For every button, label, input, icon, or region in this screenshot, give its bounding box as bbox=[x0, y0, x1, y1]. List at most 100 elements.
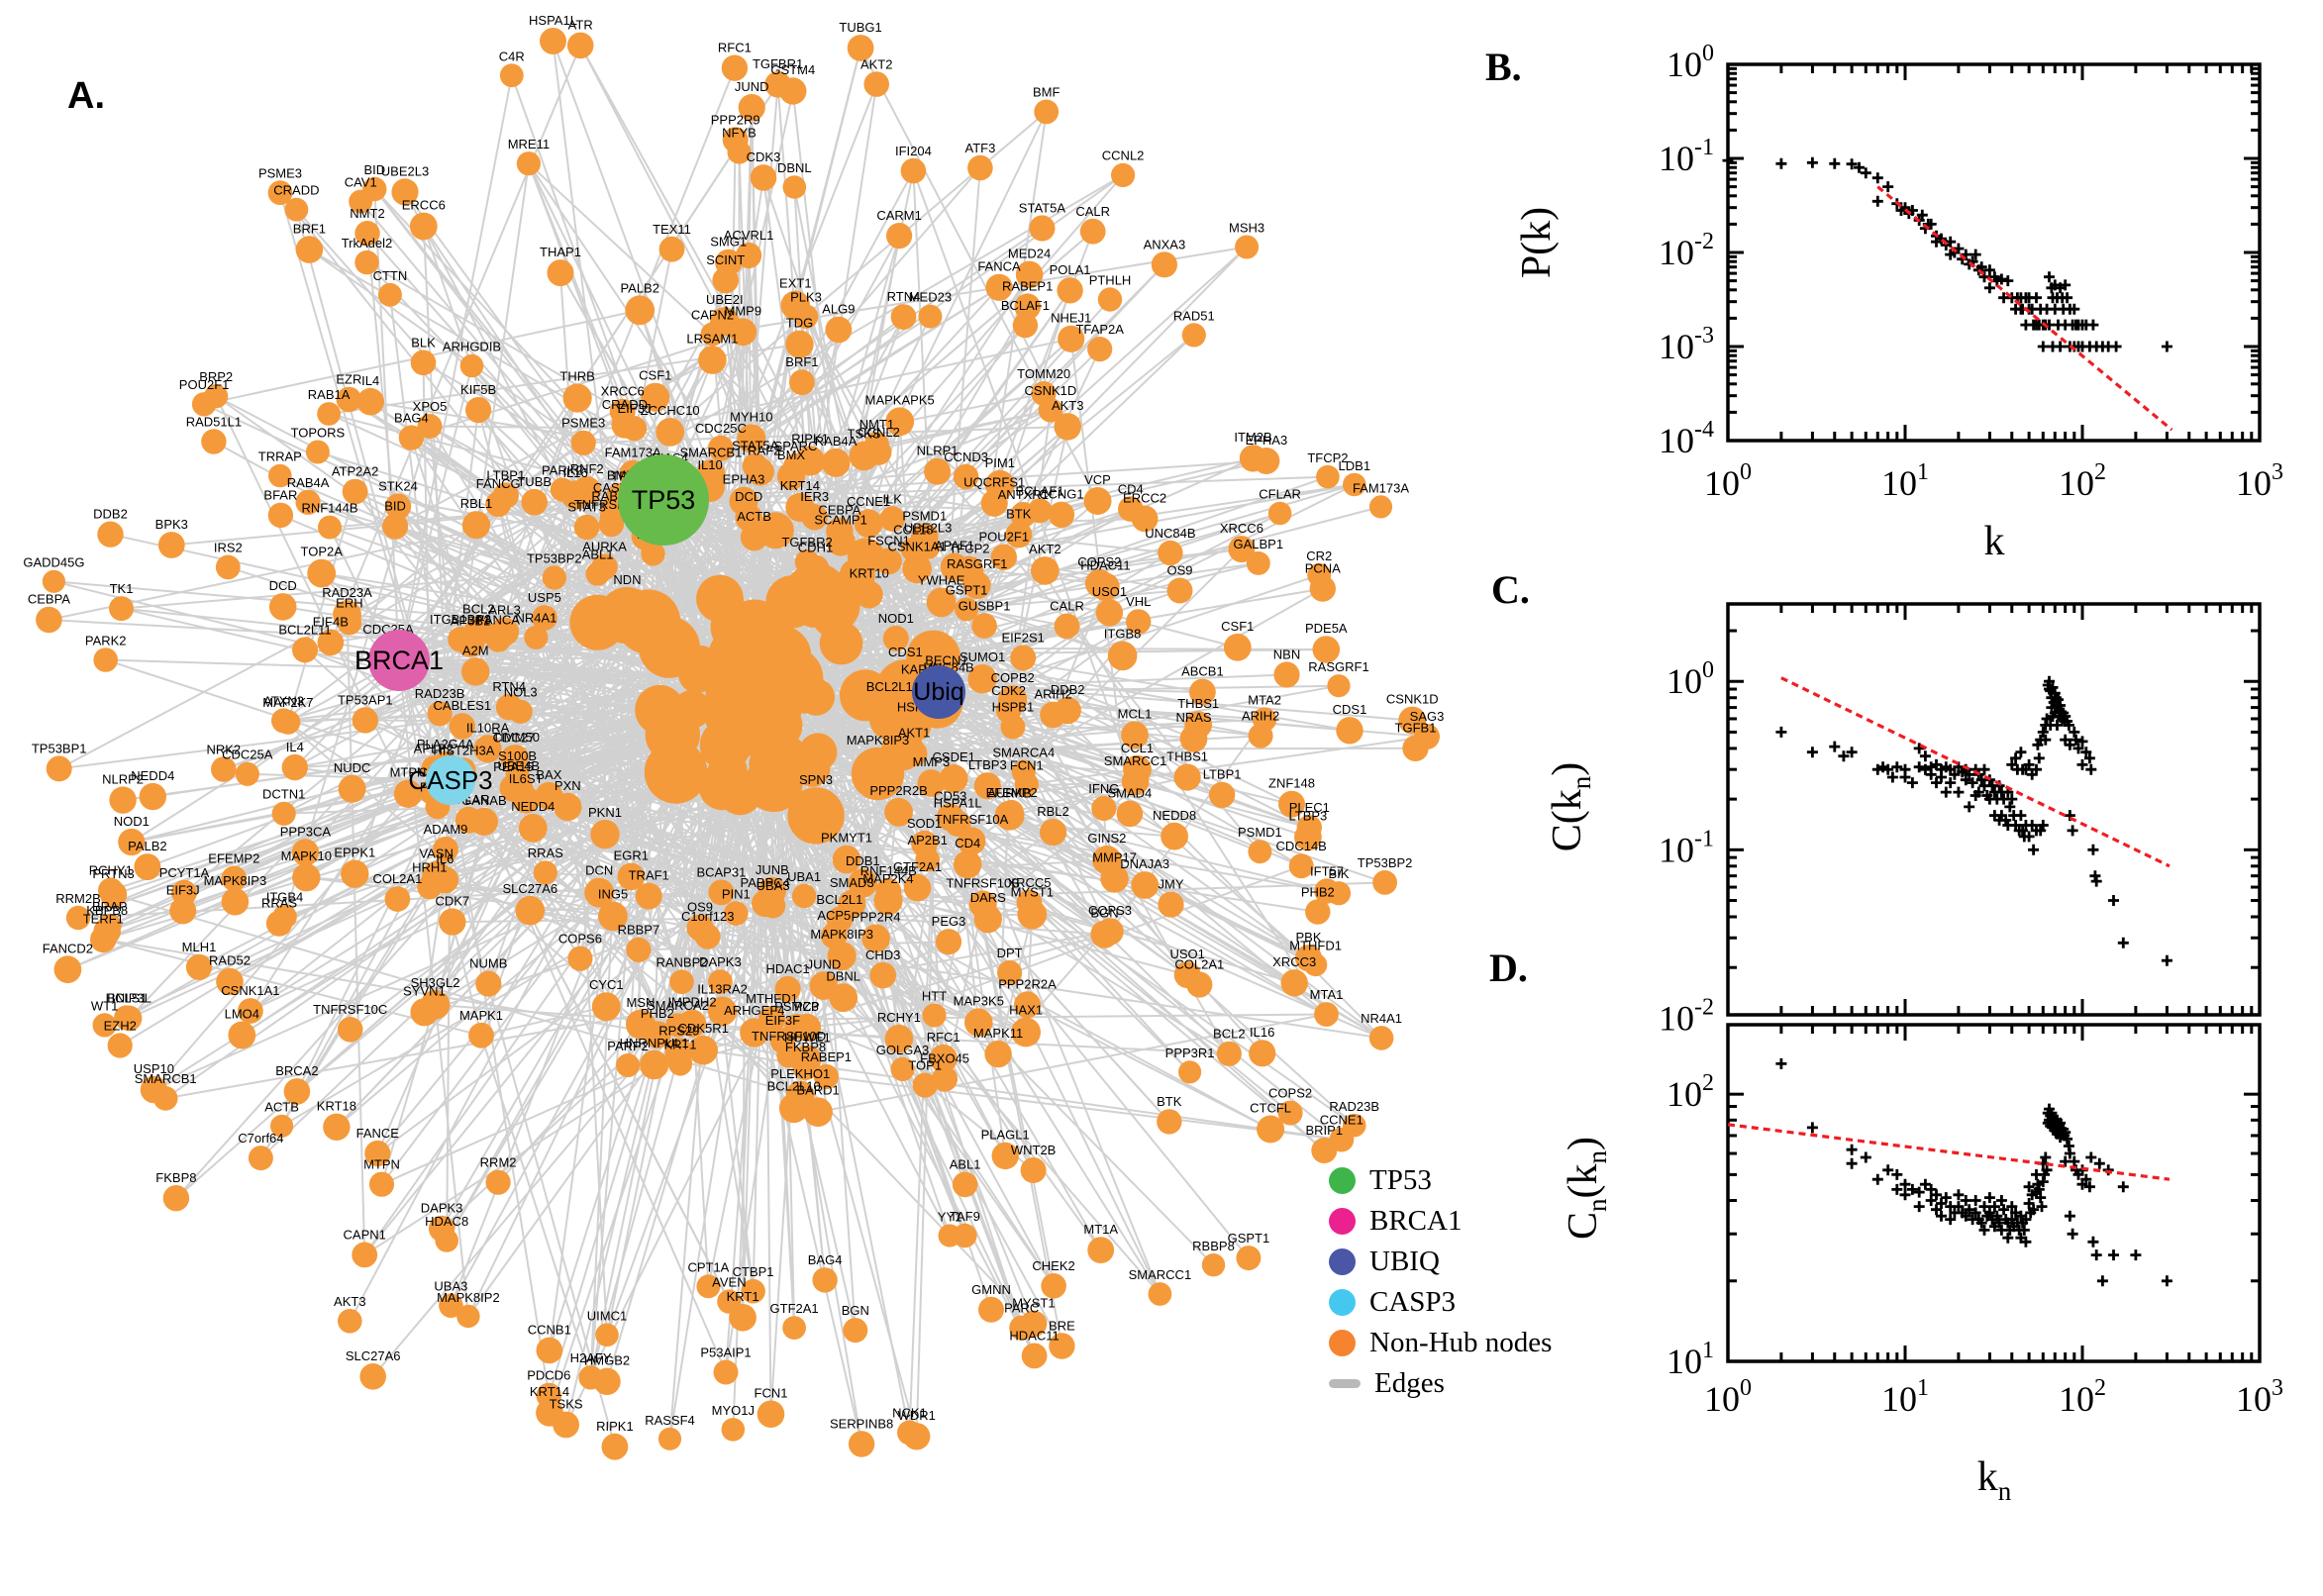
svg-text:PARK2: PARK2 bbox=[85, 633, 127, 648]
svg-text:TK1: TK1 bbox=[110, 581, 134, 596]
svg-text:TOPORS: TOPORS bbox=[291, 426, 346, 441]
svg-text:FANCE: FANCE bbox=[356, 1126, 400, 1141]
svg-text:ARL3: ARL3 bbox=[488, 602, 521, 617]
svg-text:PKMYT1: PKMYT1 bbox=[821, 831, 872, 846]
svg-text:HSPA1L: HSPA1L bbox=[529, 13, 577, 28]
svg-text:TNFRSF10D: TNFRSF10D bbox=[752, 1029, 826, 1044]
svg-text:HDAC1: HDAC1 bbox=[766, 961, 810, 976]
svg-text:MSH3: MSH3 bbox=[1229, 221, 1264, 236]
legend-item-casp3: CASP3 bbox=[1329, 1286, 1552, 1318]
svg-text:CTBP1: CTBP1 bbox=[733, 1264, 774, 1279]
axis-ticks bbox=[1726, 604, 2262, 1015]
svg-text:MTA2: MTA2 bbox=[1248, 692, 1281, 707]
svg-text:PRTN3: PRTN3 bbox=[92, 866, 134, 881]
svg-text:SAG3: SAG3 bbox=[1410, 709, 1445, 724]
svg-text:100: 100 bbox=[1666, 657, 1714, 701]
svg-text:PLA2G4A: PLA2G4A bbox=[417, 737, 474, 751]
svg-text:DCD: DCD bbox=[735, 489, 762, 504]
svg-text:THRB: THRB bbox=[559, 368, 594, 383]
svg-text:101: 101 bbox=[1881, 1375, 1929, 1419]
svg-text:TNFRSF10C: TNFRSF10C bbox=[313, 1002, 387, 1017]
svg-text:CTTN: CTTN bbox=[373, 268, 408, 283]
svg-text:ARHGDIB: ARHGDIB bbox=[443, 340, 501, 354]
svg-text:BCAP31: BCAP31 bbox=[696, 865, 746, 880]
svg-text:ATF3: ATF3 bbox=[964, 141, 995, 155]
svg-text:NDN: NDN bbox=[613, 572, 641, 587]
svg-text:SMARCA2: SMARCA2 bbox=[647, 998, 709, 1013]
svg-text:DDB2: DDB2 bbox=[93, 507, 128, 522]
svg-text:PPP3CA: PPP3CA bbox=[280, 824, 332, 839]
svg-text:EFEMP2: EFEMP2 bbox=[986, 785, 1038, 800]
svg-text:EZH2: EZH2 bbox=[104, 1018, 137, 1033]
svg-text:ZCCHC10: ZCCHC10 bbox=[641, 403, 700, 418]
svg-text:UIMC1: UIMC1 bbox=[587, 1309, 627, 1324]
svg-text:TDG: TDG bbox=[786, 316, 813, 331]
svg-text:RAD23A: RAD23A bbox=[322, 585, 372, 600]
svg-text:CRADD: CRADD bbox=[602, 397, 648, 412]
scatter-points bbox=[1775, 1057, 2172, 1287]
svg-text:CDS1: CDS1 bbox=[1333, 702, 1367, 717]
svg-text:10-4: 10-4 bbox=[1659, 417, 1714, 460]
svg-text:ARIH2: ARIH2 bbox=[1242, 709, 1279, 724]
svg-text:IL10RA: IL10RA bbox=[466, 720, 510, 735]
svg-text:CDC25A: CDC25A bbox=[222, 748, 273, 762]
svg-text:RAD51L1: RAD51L1 bbox=[186, 414, 242, 429]
svg-text:SLC27A6: SLC27A6 bbox=[502, 881, 557, 896]
svg-text:NBN: NBN bbox=[1273, 647, 1300, 661]
svg-text:NRK2: NRK2 bbox=[206, 742, 241, 756]
svg-text:ABL1: ABL1 bbox=[582, 548, 614, 562]
svg-text:SH3GL2: SH3GL2 bbox=[411, 975, 460, 990]
svg-text:PPP2R2B: PPP2R2B bbox=[869, 783, 928, 798]
svg-text:PEG3: PEG3 bbox=[932, 914, 966, 929]
svg-text:GALBP1: GALBP1 bbox=[1234, 537, 1284, 551]
svg-text:MRE11: MRE11 bbox=[508, 137, 550, 151]
svg-text:100: 100 bbox=[1704, 459, 1752, 503]
svg-text:KRT18: KRT18 bbox=[317, 1099, 356, 1114]
svg-text:PABPC4: PABPC4 bbox=[741, 875, 790, 890]
svg-text:UQCRFS1: UQCRFS1 bbox=[963, 475, 1025, 490]
svg-text:103: 103 bbox=[2236, 459, 2283, 503]
svg-text:DARS: DARS bbox=[970, 890, 1006, 905]
svg-text:BCL2: BCL2 bbox=[462, 602, 495, 617]
legend-edge-icon bbox=[1329, 1378, 1361, 1388]
x-axis-label: kn bbox=[1977, 1454, 2012, 1506]
svg-text:RFC1: RFC1 bbox=[718, 41, 752, 55]
svg-text:APAF1: APAF1 bbox=[935, 539, 974, 553]
svg-text:OS9: OS9 bbox=[687, 900, 713, 915]
svg-text:UBA3: UBA3 bbox=[757, 878, 790, 893]
svg-text:CSNK1D: CSNK1D bbox=[1386, 692, 1439, 707]
svg-text:STAT3: STAT3 bbox=[567, 500, 606, 515]
svg-text:CDC27: CDC27 bbox=[493, 731, 536, 746]
svg-text:MAP2K4: MAP2K4 bbox=[862, 871, 913, 886]
svg-text:UBE4B: UBE4B bbox=[497, 758, 540, 773]
svg-text:DAPK3: DAPK3 bbox=[699, 954, 742, 969]
svg-text:NOD1: NOD1 bbox=[114, 814, 150, 829]
svg-text:BRIP1: BRIP1 bbox=[1306, 1123, 1344, 1138]
svg-text:TSKS: TSKS bbox=[550, 1397, 583, 1412]
svg-text:COPB2: COPB2 bbox=[991, 670, 1035, 685]
svg-text:MED24: MED24 bbox=[1008, 247, 1051, 261]
svg-text:PSMD1: PSMD1 bbox=[1238, 825, 1282, 840]
svg-text:MLH1: MLH1 bbox=[182, 940, 217, 954]
svg-text:FKBP8: FKBP8 bbox=[155, 1170, 196, 1185]
svg-text:BCL2L1: BCL2L1 bbox=[816, 892, 862, 907]
svg-text:RIPK1: RIPK1 bbox=[596, 1419, 634, 1434]
svg-text:OS9: OS9 bbox=[1166, 563, 1192, 578]
svg-text:FAM173A: FAM173A bbox=[1353, 480, 1409, 495]
svg-text:CALR: CALR bbox=[1075, 204, 1110, 219]
svg-text:MAPK8IP3: MAPK8IP3 bbox=[810, 927, 873, 942]
svg-text:VCP: VCP bbox=[1084, 472, 1111, 487]
hub-label-brca1: BRCA1 bbox=[354, 646, 444, 675]
y-axis-label: Cn(kn) bbox=[1561, 1137, 1612, 1240]
svg-text:GSPT1: GSPT1 bbox=[1228, 1231, 1270, 1246]
svg-text:DCD: DCD bbox=[269, 578, 297, 593]
svg-text:PARK2: PARK2 bbox=[542, 463, 583, 478]
svg-text:NCK1: NCK1 bbox=[892, 1406, 927, 1421]
svg-text:100: 100 bbox=[1666, 41, 1714, 84]
svg-text:MTA1: MTA1 bbox=[1310, 987, 1344, 1002]
svg-text:HSPA1L: HSPA1L bbox=[934, 796, 982, 811]
